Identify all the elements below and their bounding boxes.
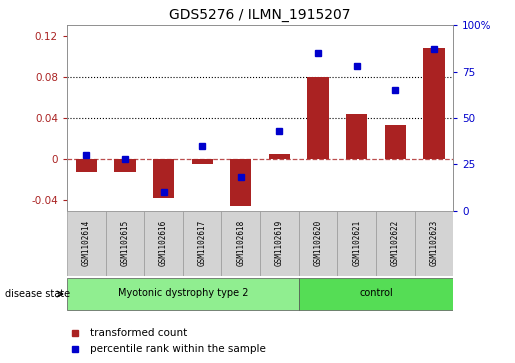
Text: GSM1102617: GSM1102617 <box>198 220 207 266</box>
Bar <box>415 211 453 276</box>
Bar <box>114 159 135 172</box>
Text: GSM1102614: GSM1102614 <box>82 220 91 266</box>
Text: transformed count: transformed count <box>90 329 187 338</box>
Title: GDS5276 / ILMN_1915207: GDS5276 / ILMN_1915207 <box>169 8 351 22</box>
Text: Myotonic dystrophy type 2: Myotonic dystrophy type 2 <box>117 288 248 298</box>
Text: GSM1102618: GSM1102618 <box>236 220 245 266</box>
Bar <box>221 211 260 276</box>
Text: GSM1102615: GSM1102615 <box>121 220 129 266</box>
Bar <box>307 77 329 159</box>
Bar <box>192 159 213 164</box>
Bar <box>153 159 174 198</box>
Bar <box>67 211 106 276</box>
Text: control: control <box>359 288 393 298</box>
Text: GSM1102616: GSM1102616 <box>159 220 168 266</box>
Text: GSM1102621: GSM1102621 <box>352 220 361 266</box>
Bar <box>106 211 144 276</box>
Text: GSM1102619: GSM1102619 <box>275 220 284 266</box>
Bar <box>423 48 444 159</box>
Bar <box>385 125 406 159</box>
Text: GSM1102622: GSM1102622 <box>391 220 400 266</box>
Bar <box>299 278 453 310</box>
Text: disease state: disease state <box>5 289 70 299</box>
Bar <box>269 154 290 159</box>
Bar <box>67 278 299 310</box>
Bar <box>346 114 367 159</box>
Bar <box>144 211 183 276</box>
Bar <box>376 211 415 276</box>
Bar <box>76 159 97 172</box>
Text: GSM1102620: GSM1102620 <box>314 220 322 266</box>
Text: percentile rank within the sample: percentile rank within the sample <box>90 344 266 354</box>
Bar <box>183 211 221 276</box>
Bar <box>230 159 251 207</box>
Bar <box>260 211 299 276</box>
Text: GSM1102623: GSM1102623 <box>430 220 438 266</box>
Bar <box>337 211 376 276</box>
Bar <box>299 211 337 276</box>
